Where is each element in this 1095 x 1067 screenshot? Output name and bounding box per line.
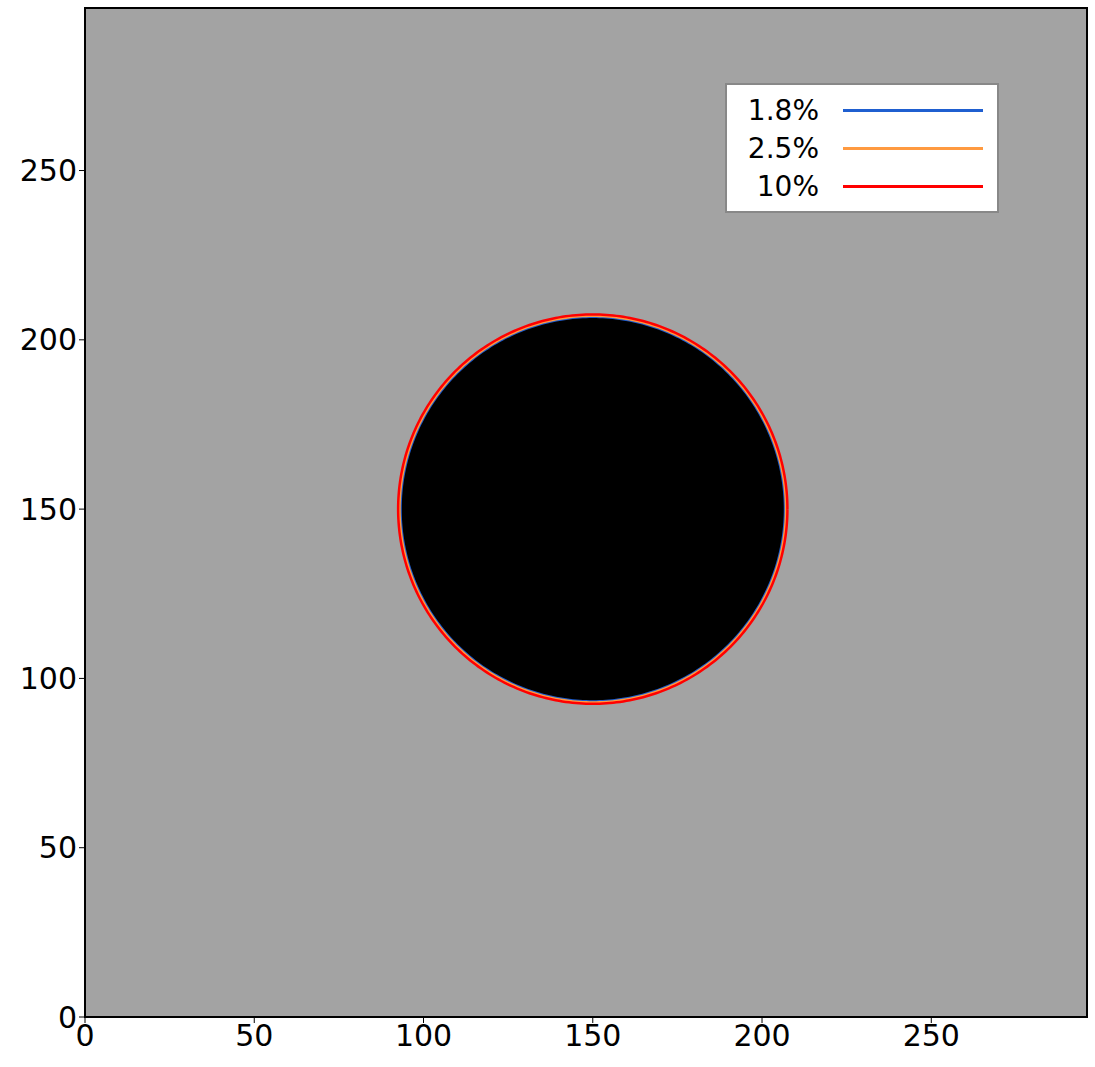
svg-text:100: 100: [20, 661, 77, 696]
svg-text:150: 150: [20, 492, 77, 527]
svg-text:200: 200: [20, 322, 77, 357]
svg-text:250: 250: [903, 1018, 960, 1053]
svg-text:250: 250: [20, 153, 77, 188]
html-text:10%: 10%: [756, 169, 819, 203]
svg-text:100: 100: [395, 1018, 452, 1053]
svg-text:50: 50: [39, 830, 77, 865]
svg-text:200: 200: [733, 1018, 790, 1053]
html-text:1.8%: 1.8%: [747, 93, 819, 127]
svg-text:0: 0: [75, 1018, 94, 1053]
svg-text:50: 50: [235, 1018, 273, 1053]
svg-text:0: 0: [58, 1000, 77, 1035]
html-text:2.5%: 2.5%: [747, 131, 819, 165]
svg-text:150: 150: [564, 1018, 621, 1053]
